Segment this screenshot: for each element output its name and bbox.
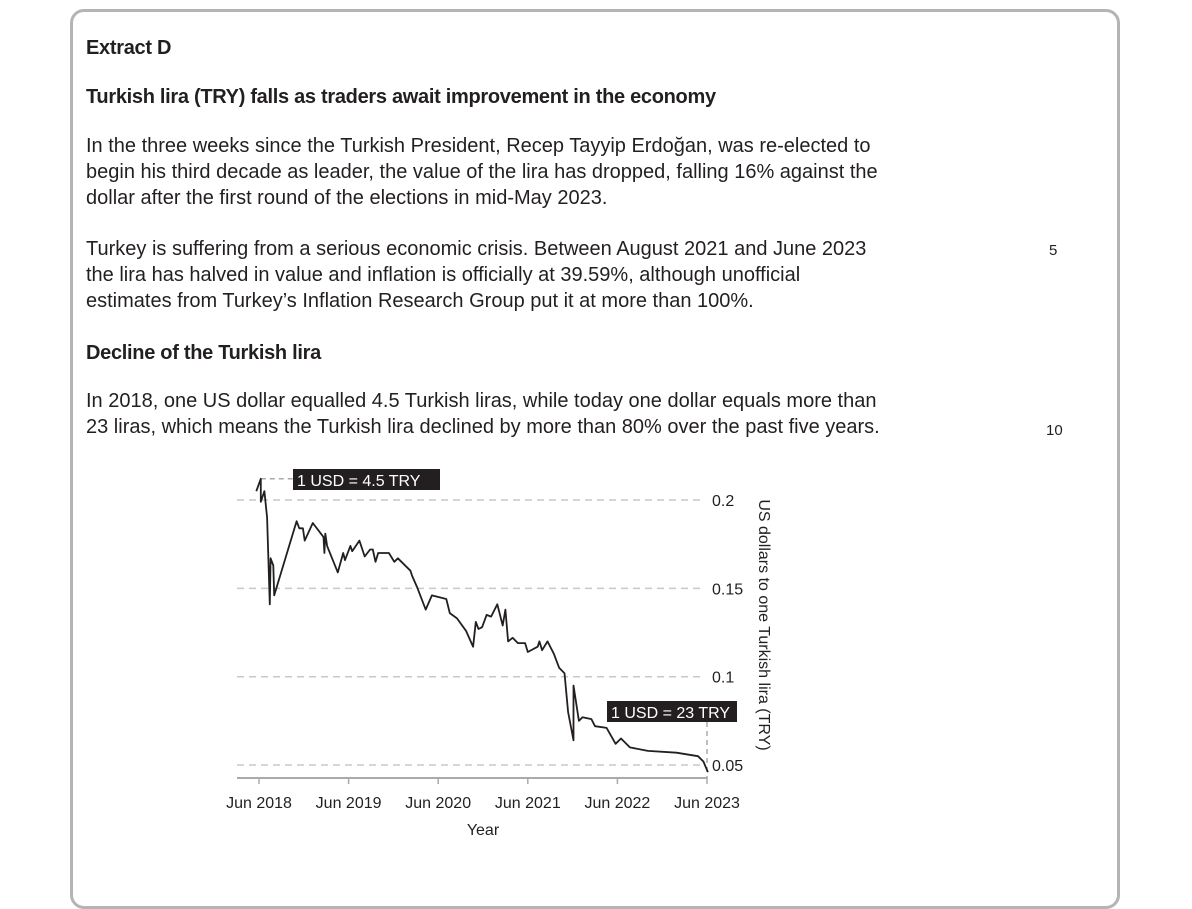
x-tick-label: Jun 2022	[584, 795, 650, 812]
x-tick-label: Jun 2020	[405, 795, 471, 812]
text-line: In the three weeks since the Turkish Pre…	[86, 135, 871, 157]
text-line: the lira has halved in value and inflati…	[86, 264, 801, 286]
x-tick-label: Jun 2018	[226, 795, 292, 812]
x-tick-label: Jun 2019	[316, 795, 382, 812]
text-line: estimates from Turkey’s Inflation Resear…	[86, 290, 754, 312]
line-number: 5	[1049, 242, 1058, 259]
y-tick-label: 0.1	[712, 670, 734, 687]
y-tick-label: 0.05	[712, 758, 743, 775]
text-line: dollar after the first round of the elec…	[86, 187, 608, 209]
lira-chart: 0.05 0.1 0.15 0.2 Jun 2018 Jun 2019 Jun 2020 Ju…	[226, 469, 772, 839]
annotation-label: 1 USD = 23 TRY	[611, 705, 730, 722]
y-tick-label: 0.2	[712, 493, 734, 510]
x-tick-label: Jun 2021	[495, 795, 561, 812]
x-axis-title: Year	[467, 822, 500, 839]
text-line: begin his third decade as leader, the va…	[86, 161, 878, 183]
x-tick-label: Jun 2023	[674, 795, 740, 812]
series-line	[255, 477, 709, 773]
text-line: Turkey is suffering from a serious econo…	[86, 238, 867, 260]
line-number: 10	[1046, 422, 1063, 439]
y-tick-label: 0.15	[712, 581, 743, 598]
annotation-box	[293, 469, 440, 490]
text-line: In 2018, one US dollar equalled 4.5 Turk…	[86, 390, 877, 412]
headline: Turkish lira (TRY) falls as traders awai…	[86, 86, 716, 108]
extract-label: Extract D	[86, 37, 172, 59]
subheading: Decline of the Turkish lira	[86, 342, 321, 364]
annotation-box	[607, 701, 737, 722]
y-axis-title: US dollars to one Turkish lira (TRY)	[755, 499, 772, 750]
text-line: 23 liras, which means the Turkish lira d…	[86, 416, 880, 438]
annotation-label: 1 USD = 4.5 TRY	[297, 473, 421, 490]
